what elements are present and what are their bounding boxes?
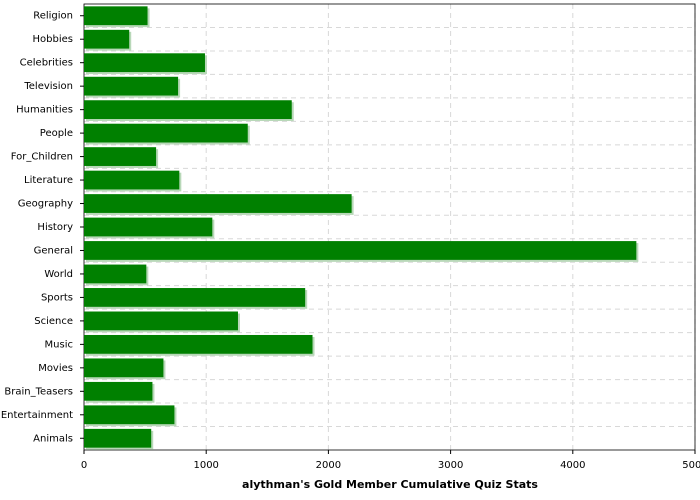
bar [84,76,179,96]
y-tick-label: Brain_Teasers [4,386,73,397]
y-tick-label: Literature [24,175,73,186]
bar [84,147,157,166]
x-tick-label: 1000 [193,460,218,471]
y-tick-label: Movies [38,363,73,374]
y-tick-label: People [40,128,73,139]
bar [84,311,238,331]
x-tick-label: 3000 [438,460,463,471]
x-tick-label: 0 [81,460,87,471]
y-tick-label: Television [23,81,73,92]
bar [84,358,164,378]
y-tick-label: Entertainment [1,410,73,421]
bar [84,264,147,284]
y-tick-label: History [37,222,73,233]
bar [84,123,248,143]
y-tick-label: Humanities [16,105,73,116]
y-tick-label: Music [45,339,73,350]
y-tick-label: Geography [18,199,73,210]
y-tick-label: Celebrities [20,58,73,69]
bar [84,405,175,425]
y-tick-label: For_Children [11,152,73,163]
bar [84,288,306,307]
x-tick-label: 4000 [560,460,585,471]
bar [84,53,205,73]
y-tick-label: World [44,269,73,280]
bar [84,170,180,190]
x-tick-label: 5000 [682,460,700,471]
x-axis-label: alythman's Gold Member Cumulative Quiz S… [242,478,538,491]
bar [84,428,152,448]
y-tick-label: Religion [33,11,73,22]
y-tick-label: Science [34,316,73,327]
bar [84,241,637,260]
bar [84,194,352,213]
y-tick-label: Animals [33,433,73,444]
bar [84,100,292,120]
bar [84,29,130,49]
bar [84,334,313,354]
bar [84,217,213,237]
bar [84,6,148,26]
bar [84,381,153,401]
y-tick-label: Sports [41,292,73,303]
x-tick-label: 2000 [316,460,341,471]
y-tick-label: General [34,245,73,256]
y-tick-label: Hobbies [33,34,73,45]
